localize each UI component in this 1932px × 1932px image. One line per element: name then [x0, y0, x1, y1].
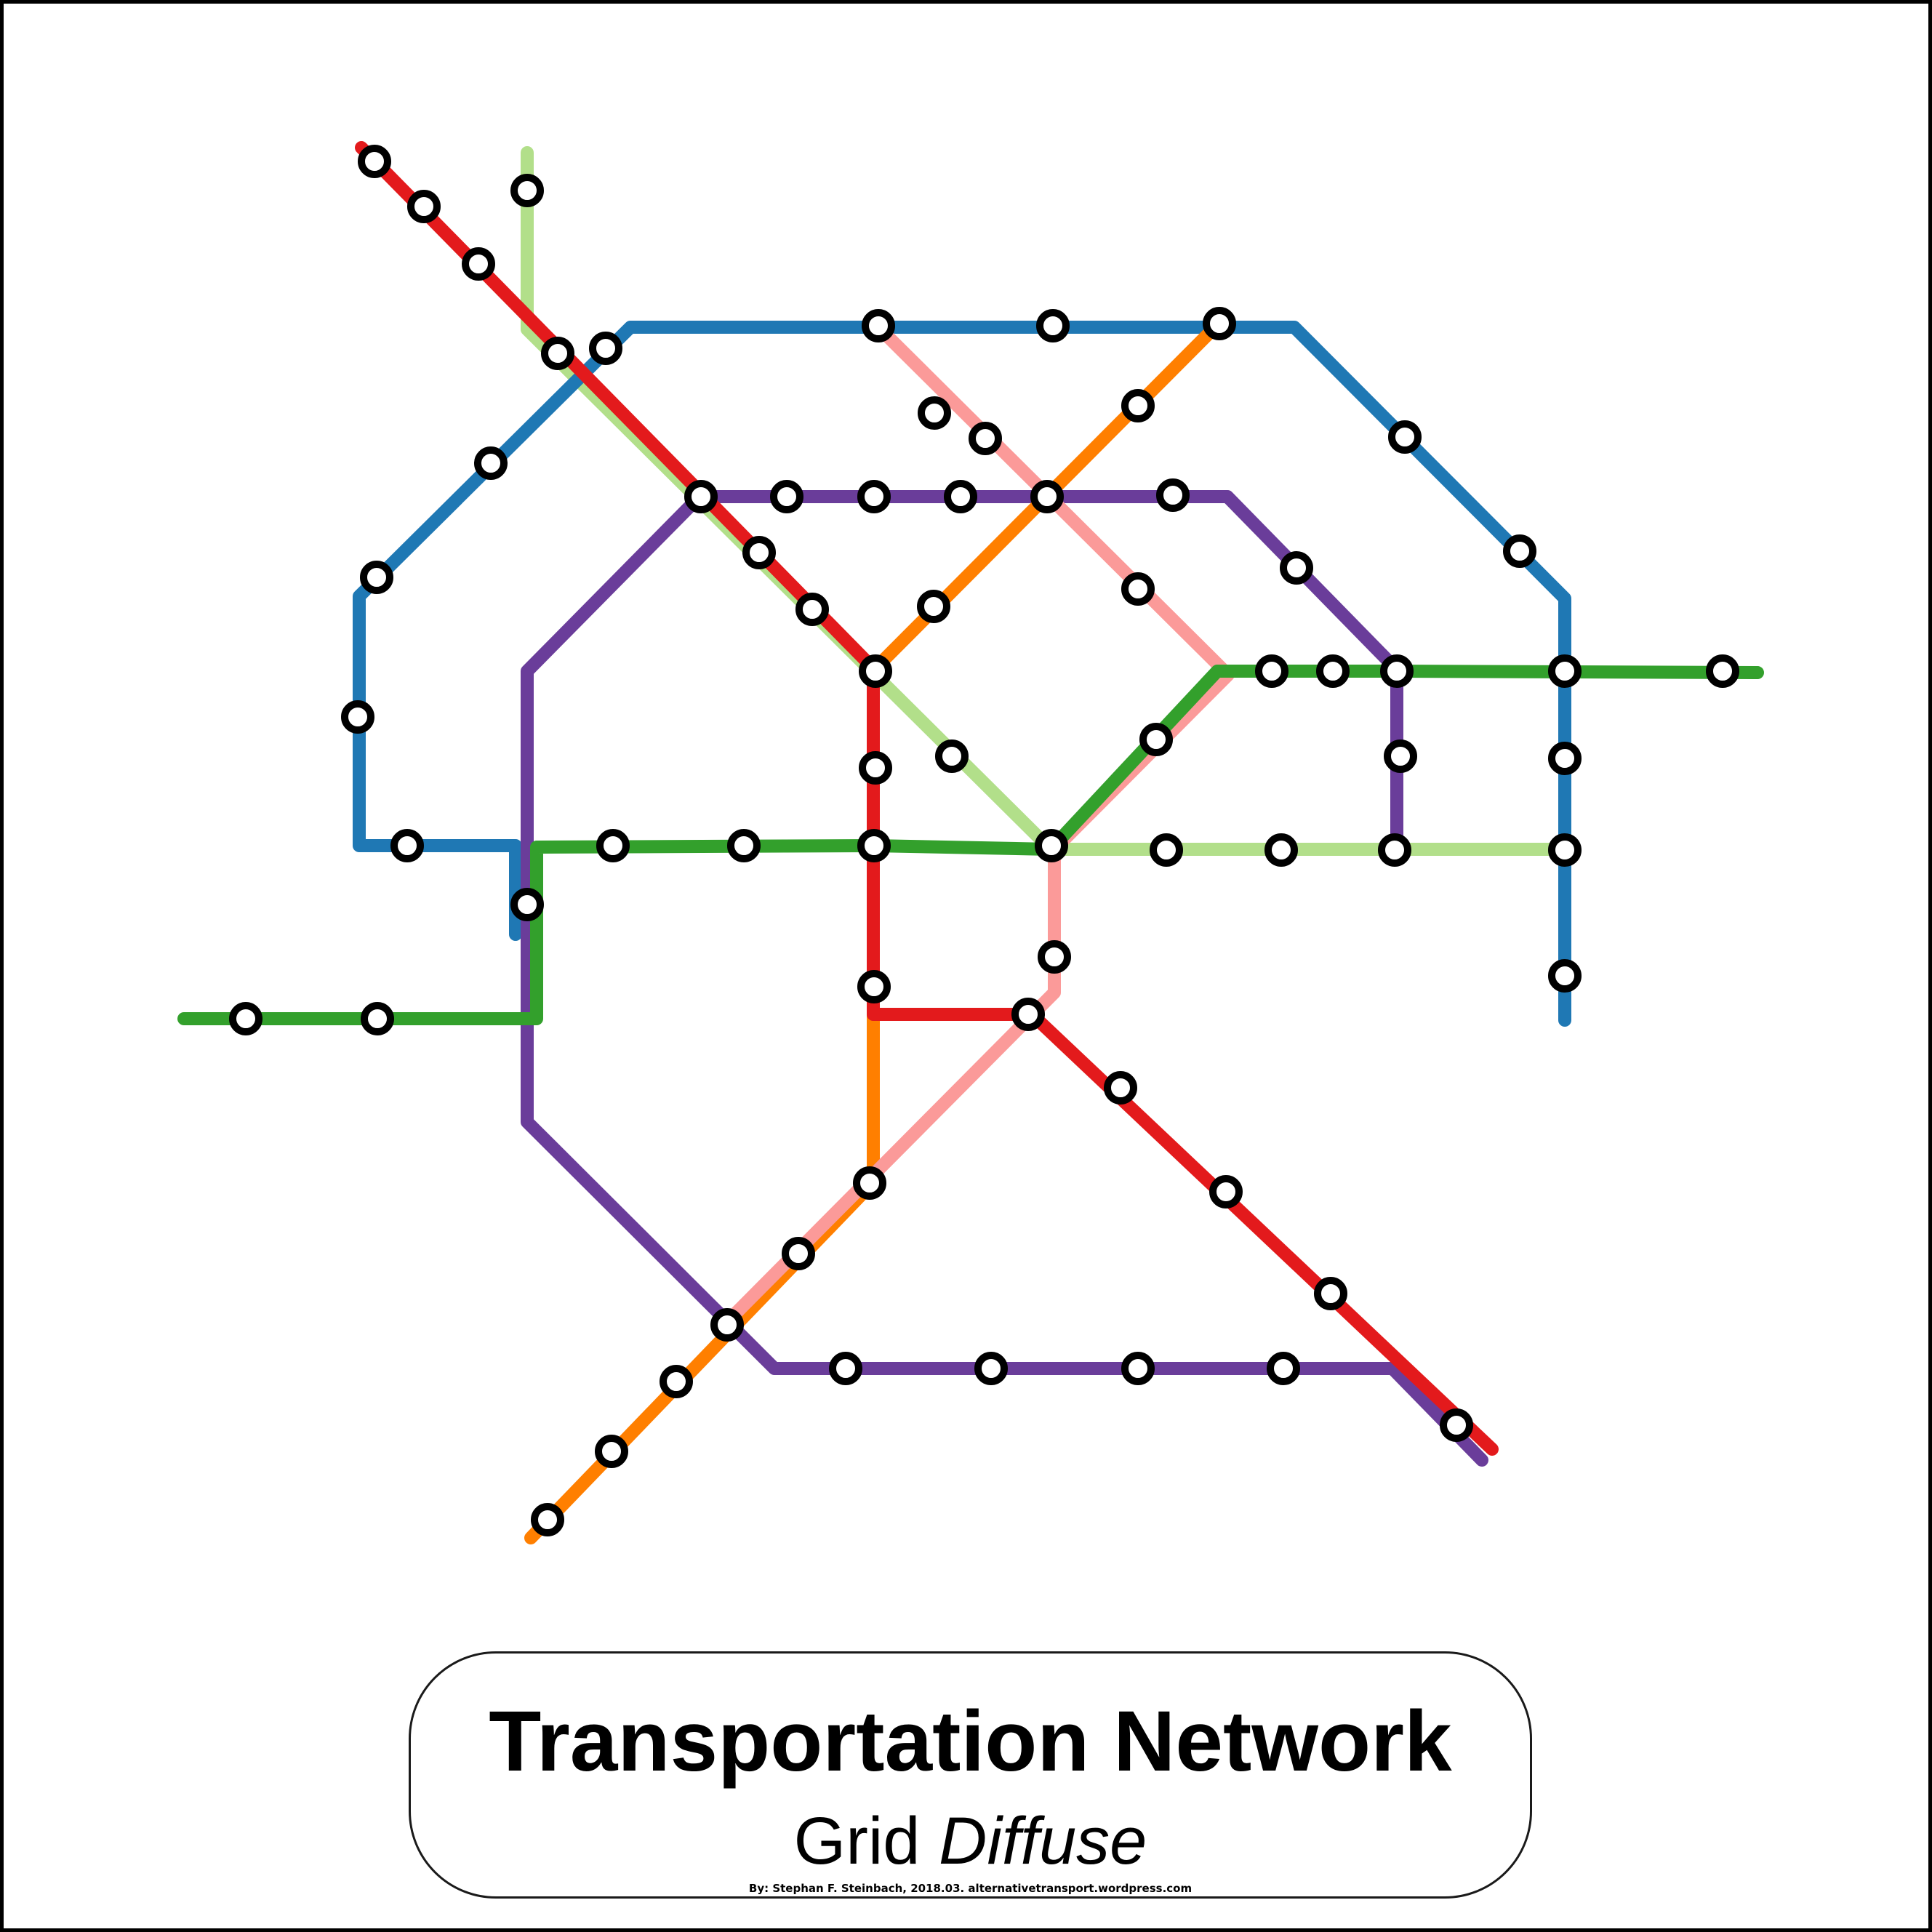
pink-line [720, 321, 1235, 1329]
station-marker [531, 1503, 564, 1536]
station-marker [595, 1435, 628, 1468]
station-marker [935, 739, 969, 773]
transit-map [177, 141, 1764, 1544]
station-marker [1548, 742, 1582, 775]
station-marker [1121, 572, 1155, 606]
map-subtitle: Grid Diffuse [411, 1808, 1530, 1875]
station-marker [510, 174, 544, 207]
station-marker [541, 337, 574, 370]
station-marker [589, 332, 622, 365]
station-marker [684, 480, 718, 513]
station-marker [1030, 480, 1064, 513]
station-marker [944, 480, 977, 513]
station-marker [853, 1166, 886, 1200]
station-marker [1267, 1352, 1300, 1385]
station-marker [829, 1352, 862, 1385]
transit-stations [229, 145, 1739, 1536]
purple-line [521, 490, 1488, 1467]
station-marker [1280, 551, 1313, 585]
station-marker [795, 593, 829, 626]
station-marker [1378, 833, 1411, 867]
station-marker [859, 751, 892, 785]
station-marker [1150, 833, 1183, 867]
station-marker [1104, 1071, 1137, 1105]
station-marker [859, 654, 892, 688]
station-marker [660, 1365, 693, 1398]
station-marker [782, 1237, 815, 1270]
station-marker [857, 829, 891, 862]
station-marker [462, 247, 495, 281]
station-marker [1011, 998, 1045, 1031]
station-marker [727, 829, 761, 862]
station-marker [969, 422, 1002, 455]
station-marker [1036, 309, 1070, 342]
station-marker [1203, 307, 1236, 340]
station-marker [1314, 1277, 1347, 1310]
station-marker [474, 446, 508, 480]
station-marker [918, 396, 951, 430]
station-marker [229, 1002, 262, 1035]
station-marker [862, 309, 895, 342]
station-marker [1156, 478, 1190, 512]
station-marker [1380, 654, 1414, 688]
station-marker [1388, 420, 1422, 454]
station-marker [974, 1352, 1008, 1385]
station-marker [1038, 940, 1071, 974]
subtitle-emphasis: Diffuse [939, 1804, 1147, 1878]
station-marker [361, 1002, 394, 1035]
station-marker [1209, 1175, 1243, 1208]
green-line [177, 665, 1764, 1025]
station-marker [1139, 723, 1173, 756]
station-marker [1121, 389, 1155, 422]
station-marker [742, 536, 776, 569]
station-marker [1384, 739, 1417, 773]
station-marker [1316, 654, 1350, 688]
credit-line: By: Stephan F. Steinbach, 2018.03. alter… [748, 1882, 1193, 1895]
title-box: Transportation Network Grid Diffuse By: … [409, 1651, 1532, 1899]
map-title: Transportation Network [489, 1693, 1452, 1789]
station-marker [596, 829, 630, 862]
station-marker [1440, 1408, 1473, 1442]
subtitle-main: Grid [793, 1804, 921, 1878]
station-marker [1503, 534, 1536, 568]
station-marker [1255, 654, 1288, 688]
station-marker [917, 590, 950, 623]
station-marker [857, 480, 891, 513]
station-marker [360, 561, 393, 594]
station-marker [1264, 833, 1298, 867]
station-marker [857, 970, 891, 1003]
station-marker [770, 480, 803, 513]
station-marker [390, 829, 424, 862]
station-marker [1706, 654, 1739, 688]
station-marker [510, 888, 544, 921]
station-marker [710, 1308, 744, 1342]
station-marker [341, 700, 374, 734]
station-marker [1548, 959, 1582, 993]
station-marker [407, 190, 441, 223]
station-marker [1121, 1352, 1155, 1385]
station-marker [1035, 829, 1068, 862]
station-marker [358, 145, 391, 178]
station-marker [1548, 833, 1582, 867]
station-marker [1548, 654, 1582, 688]
